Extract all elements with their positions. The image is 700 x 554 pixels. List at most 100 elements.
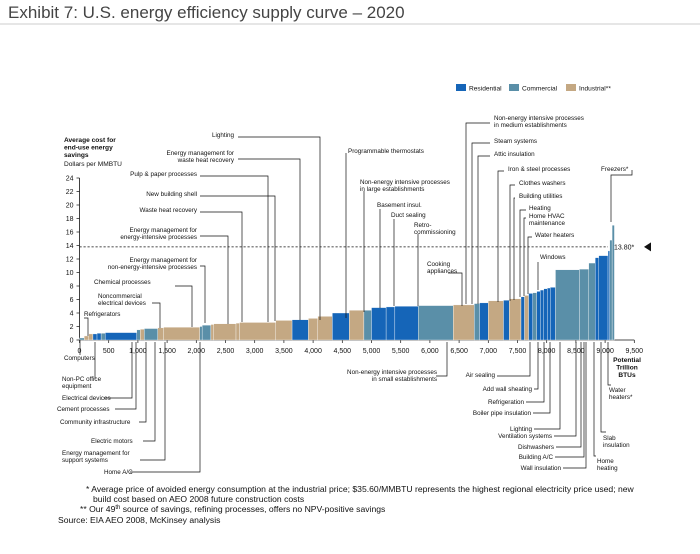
bar-commercial bbox=[418, 305, 454, 341]
callout-leader bbox=[140, 342, 166, 461]
callout-line: Home A/C bbox=[104, 469, 133, 476]
bar-residential bbox=[105, 332, 137, 341]
bar-commercial bbox=[588, 262, 596, 341]
callout-line: Dishwashers bbox=[518, 444, 554, 451]
callout-leader bbox=[593, 342, 596, 457]
bar-residential bbox=[528, 293, 533, 341]
bar-industrial bbox=[509, 298, 522, 341]
callout-slab-insulation: Slab insulation bbox=[603, 435, 630, 449]
callout-line: maintenance bbox=[529, 220, 566, 227]
bar-residential bbox=[550, 287, 556, 341]
callout-leader bbox=[513, 197, 515, 300]
callout-line: heaters* bbox=[609, 394, 633, 401]
callout-line: electrical devices bbox=[98, 300, 146, 307]
x-tick-label: 3,500 bbox=[275, 348, 293, 355]
callout-home-heating: Home heating bbox=[597, 458, 618, 472]
x-tick-label: 6,000 bbox=[421, 348, 439, 355]
bar-industrial bbox=[210, 324, 214, 341]
callout-line: energy-intensive processes bbox=[120, 234, 197, 241]
callout-leader bbox=[238, 136, 321, 320]
bar-industrial bbox=[213, 323, 237, 341]
callout-line: Heating bbox=[529, 205, 551, 212]
callout-line: in small establishments bbox=[372, 376, 437, 383]
callout-line: Building A/C bbox=[519, 454, 554, 461]
callout-leader bbox=[200, 175, 269, 322]
callout-line: Wall insulation bbox=[521, 465, 562, 472]
y-tick-label: 16 bbox=[66, 229, 74, 236]
x-tick-label: 5,000 bbox=[363, 348, 381, 355]
callout-leader bbox=[527, 236, 532, 294]
callout-basement-insul: Basement insul. bbox=[377, 202, 422, 209]
bar-residential bbox=[607, 250, 610, 341]
callout-leader bbox=[200, 235, 229, 324]
callout-leader bbox=[563, 342, 587, 469]
callout-leader bbox=[600, 342, 606, 433]
callout-leader bbox=[448, 272, 463, 306]
callout-cooking-appliances: Cooking appliances bbox=[427, 261, 457, 275]
y-axis-title-line3: savings bbox=[64, 152, 89, 159]
x-tick-label: 4,500 bbox=[334, 348, 352, 355]
callout-line: Electrical devices bbox=[62, 395, 111, 402]
callout-leader bbox=[139, 342, 147, 423]
bar-residential bbox=[547, 287, 551, 341]
bar-industrial bbox=[275, 320, 293, 341]
bar-industrial bbox=[488, 300, 504, 341]
callout-leader bbox=[497, 170, 504, 302]
callout-new-building-shell: New building shell bbox=[146, 191, 197, 198]
y-tick-label: 12 bbox=[66, 256, 74, 263]
callout-leader bbox=[554, 342, 577, 437]
bar-residential bbox=[503, 299, 510, 341]
bar-industrial bbox=[83, 335, 90, 341]
bar-residential bbox=[594, 257, 599, 341]
bar-residential bbox=[96, 333, 102, 341]
threshold-line: 13.80* bbox=[79, 242, 651, 251]
callout-leader bbox=[200, 265, 206, 323]
callout-line: heating bbox=[597, 465, 618, 472]
bar-industrial bbox=[524, 295, 529, 341]
x-tick-label: 7,000 bbox=[480, 348, 498, 355]
callout-line: commissioning bbox=[414, 229, 456, 236]
callout-line: Building utilities bbox=[519, 193, 562, 200]
callout-leader bbox=[533, 342, 551, 414]
callout-steam-systems: Steam systems bbox=[494, 138, 537, 145]
callout-line: Waste heat recovery bbox=[139, 207, 197, 214]
bar-commercial bbox=[363, 310, 372, 341]
bar-residential bbox=[394, 306, 419, 341]
callout-line: support systems bbox=[62, 457, 108, 464]
y-tick-label: 6 bbox=[70, 297, 74, 304]
y-tick-label: 10 bbox=[66, 270, 74, 277]
callout-windows: Windows bbox=[540, 254, 566, 261]
callout-chemical-processes: Chemical processes bbox=[94, 279, 151, 286]
callout-water-heaters: Water heaters bbox=[535, 232, 574, 239]
x-tick-label: 1,000 bbox=[129, 348, 147, 355]
callout-electric-motors: Electric motors bbox=[91, 438, 133, 445]
callout-line: Refrigeration bbox=[488, 399, 525, 406]
callout-wall-insulation: Wall insulation bbox=[521, 465, 562, 472]
callout-leader bbox=[84, 317, 89, 336]
callout-line: Computers bbox=[64, 355, 95, 362]
bar-residential bbox=[536, 291, 541, 341]
bar-commercial bbox=[79, 337, 85, 341]
callout-leader bbox=[471, 142, 490, 304]
callout-add-wall-sheating: Add wall sheating bbox=[483, 386, 533, 393]
y-tick-label: 20 bbox=[66, 202, 74, 209]
bar-commercial bbox=[609, 239, 613, 341]
footnote-1-line1: * Average price of avoided energy consum… bbox=[86, 484, 635, 494]
legend-swatch-industrial bbox=[566, 84, 576, 91]
callout-line: Slab bbox=[603, 435, 616, 442]
callout-labels: Refrigerators Noncommercial electrical dev… bbox=[57, 115, 633, 476]
callout-dishwashers: Dishwashers bbox=[518, 444, 554, 451]
callout-noncommercial-electrical-devices: Noncommercial electrical devices bbox=[98, 293, 146, 307]
callout-line: Ventilation systems bbox=[498, 433, 552, 440]
bar-residential bbox=[291, 319, 309, 341]
callout-pulp-paper-processes: Pulp & paper processes bbox=[130, 171, 197, 178]
callout-line: Clothes washers bbox=[519, 180, 566, 187]
callout-community-infrastructure: Community infrastructure bbox=[60, 419, 131, 426]
bar-commercial bbox=[555, 269, 580, 341]
callout-leader bbox=[523, 217, 526, 296]
callout-clothes-washers: Clothes washers bbox=[519, 180, 566, 187]
y-tick-label: 4 bbox=[70, 310, 74, 317]
callout-leader bbox=[115, 342, 137, 410]
footnote-2: ** Our 49th source of savings, refining … bbox=[80, 504, 385, 514]
